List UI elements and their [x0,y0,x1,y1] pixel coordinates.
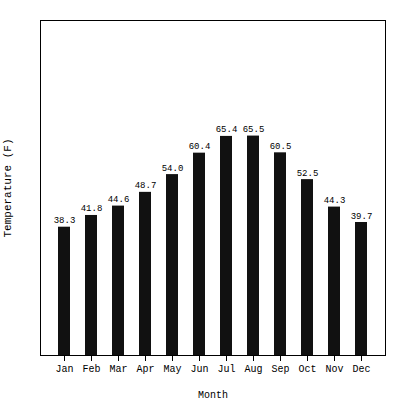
svg-text:38.3: 38.3 [54,216,76,226]
svg-text:52.5: 52.5 [297,169,319,179]
svg-text:65.5: 65.5 [243,125,265,135]
svg-text:May: May [163,364,181,375]
svg-text:44.6: 44.6 [108,195,130,205]
svg-text:Feb: Feb [82,364,100,375]
svg-text:Oct: Oct [298,364,316,375]
svg-text:Aug: Aug [244,364,262,375]
svg-text:54.0: 54.0 [162,164,184,174]
svg-text:Apr: Apr [136,364,154,375]
svg-text:39.7: 39.7 [351,212,373,222]
svg-text:44.3: 44.3 [324,196,346,206]
svg-text:48.7: 48.7 [135,181,157,191]
svg-text:60.5: 60.5 [270,142,292,152]
svg-text:Jul: Jul [217,364,235,375]
svg-text:41.8: 41.8 [81,204,103,214]
svg-text:Jun: Jun [190,364,208,375]
svg-text:Month: Month [198,390,228,400]
svg-text:Temperature (F): Temperature (F) [2,138,14,237]
svg-text:Sep: Sep [271,364,289,375]
svg-text:Dec: Dec [352,364,370,375]
svg-text:Jan: Jan [55,364,73,375]
svg-text:Nov: Nov [325,364,343,375]
svg-text:60.4: 60.4 [189,142,211,152]
svg-text:65.4: 65.4 [216,125,238,135]
svg-text:Mar: Mar [109,364,127,375]
